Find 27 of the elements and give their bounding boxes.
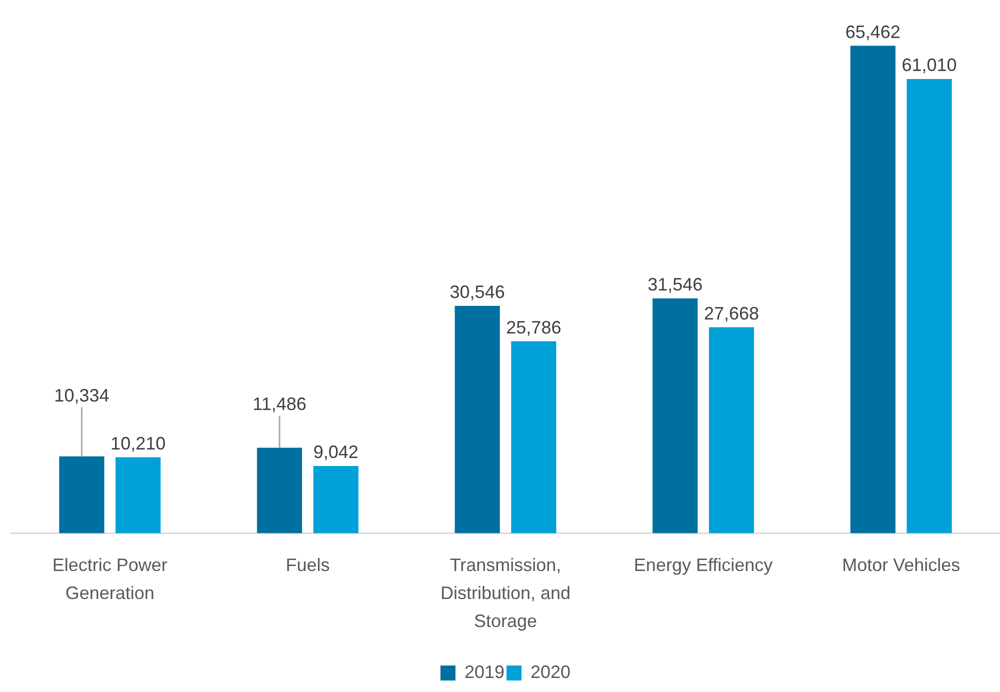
data-label: 30,546 bbox=[450, 282, 505, 302]
legend-label: 2019 bbox=[464, 662, 505, 682]
data-label: 25,786 bbox=[506, 317, 562, 338]
data-label: 27,668 bbox=[704, 303, 760, 324]
data-label: 10,334 bbox=[54, 385, 110, 406]
bar bbox=[256, 448, 302, 534]
bar bbox=[116, 457, 161, 534]
bar bbox=[652, 298, 698, 534]
legend-label: 2020 bbox=[530, 662, 571, 682]
x-tick-label: Transmission, Distribution, and Storage bbox=[440, 555, 571, 632]
bar bbox=[59, 456, 104, 534]
bar bbox=[708, 327, 754, 534]
data-label: 11,486 bbox=[252, 394, 306, 414]
bar bbox=[850, 46, 896, 534]
data-label: 9,042 bbox=[313, 442, 358, 462]
data-label: 31,546 bbox=[648, 274, 703, 294]
x-tick-label: Energy Efficiency bbox=[634, 555, 773, 576]
x-tick-label: Electric Power Generation bbox=[52, 555, 168, 604]
bar bbox=[906, 78, 952, 534]
bar bbox=[313, 466, 358, 534]
x-tick-label: Fuels bbox=[286, 555, 330, 576]
bar bbox=[511, 341, 556, 534]
x-tick-label: Motor Vehicles bbox=[842, 555, 960, 576]
data-label: 10,210 bbox=[110, 433, 166, 454]
bar bbox=[454, 306, 500, 534]
data-label: 65,462 bbox=[845, 22, 900, 42]
data-label: 61,010 bbox=[902, 54, 957, 75]
